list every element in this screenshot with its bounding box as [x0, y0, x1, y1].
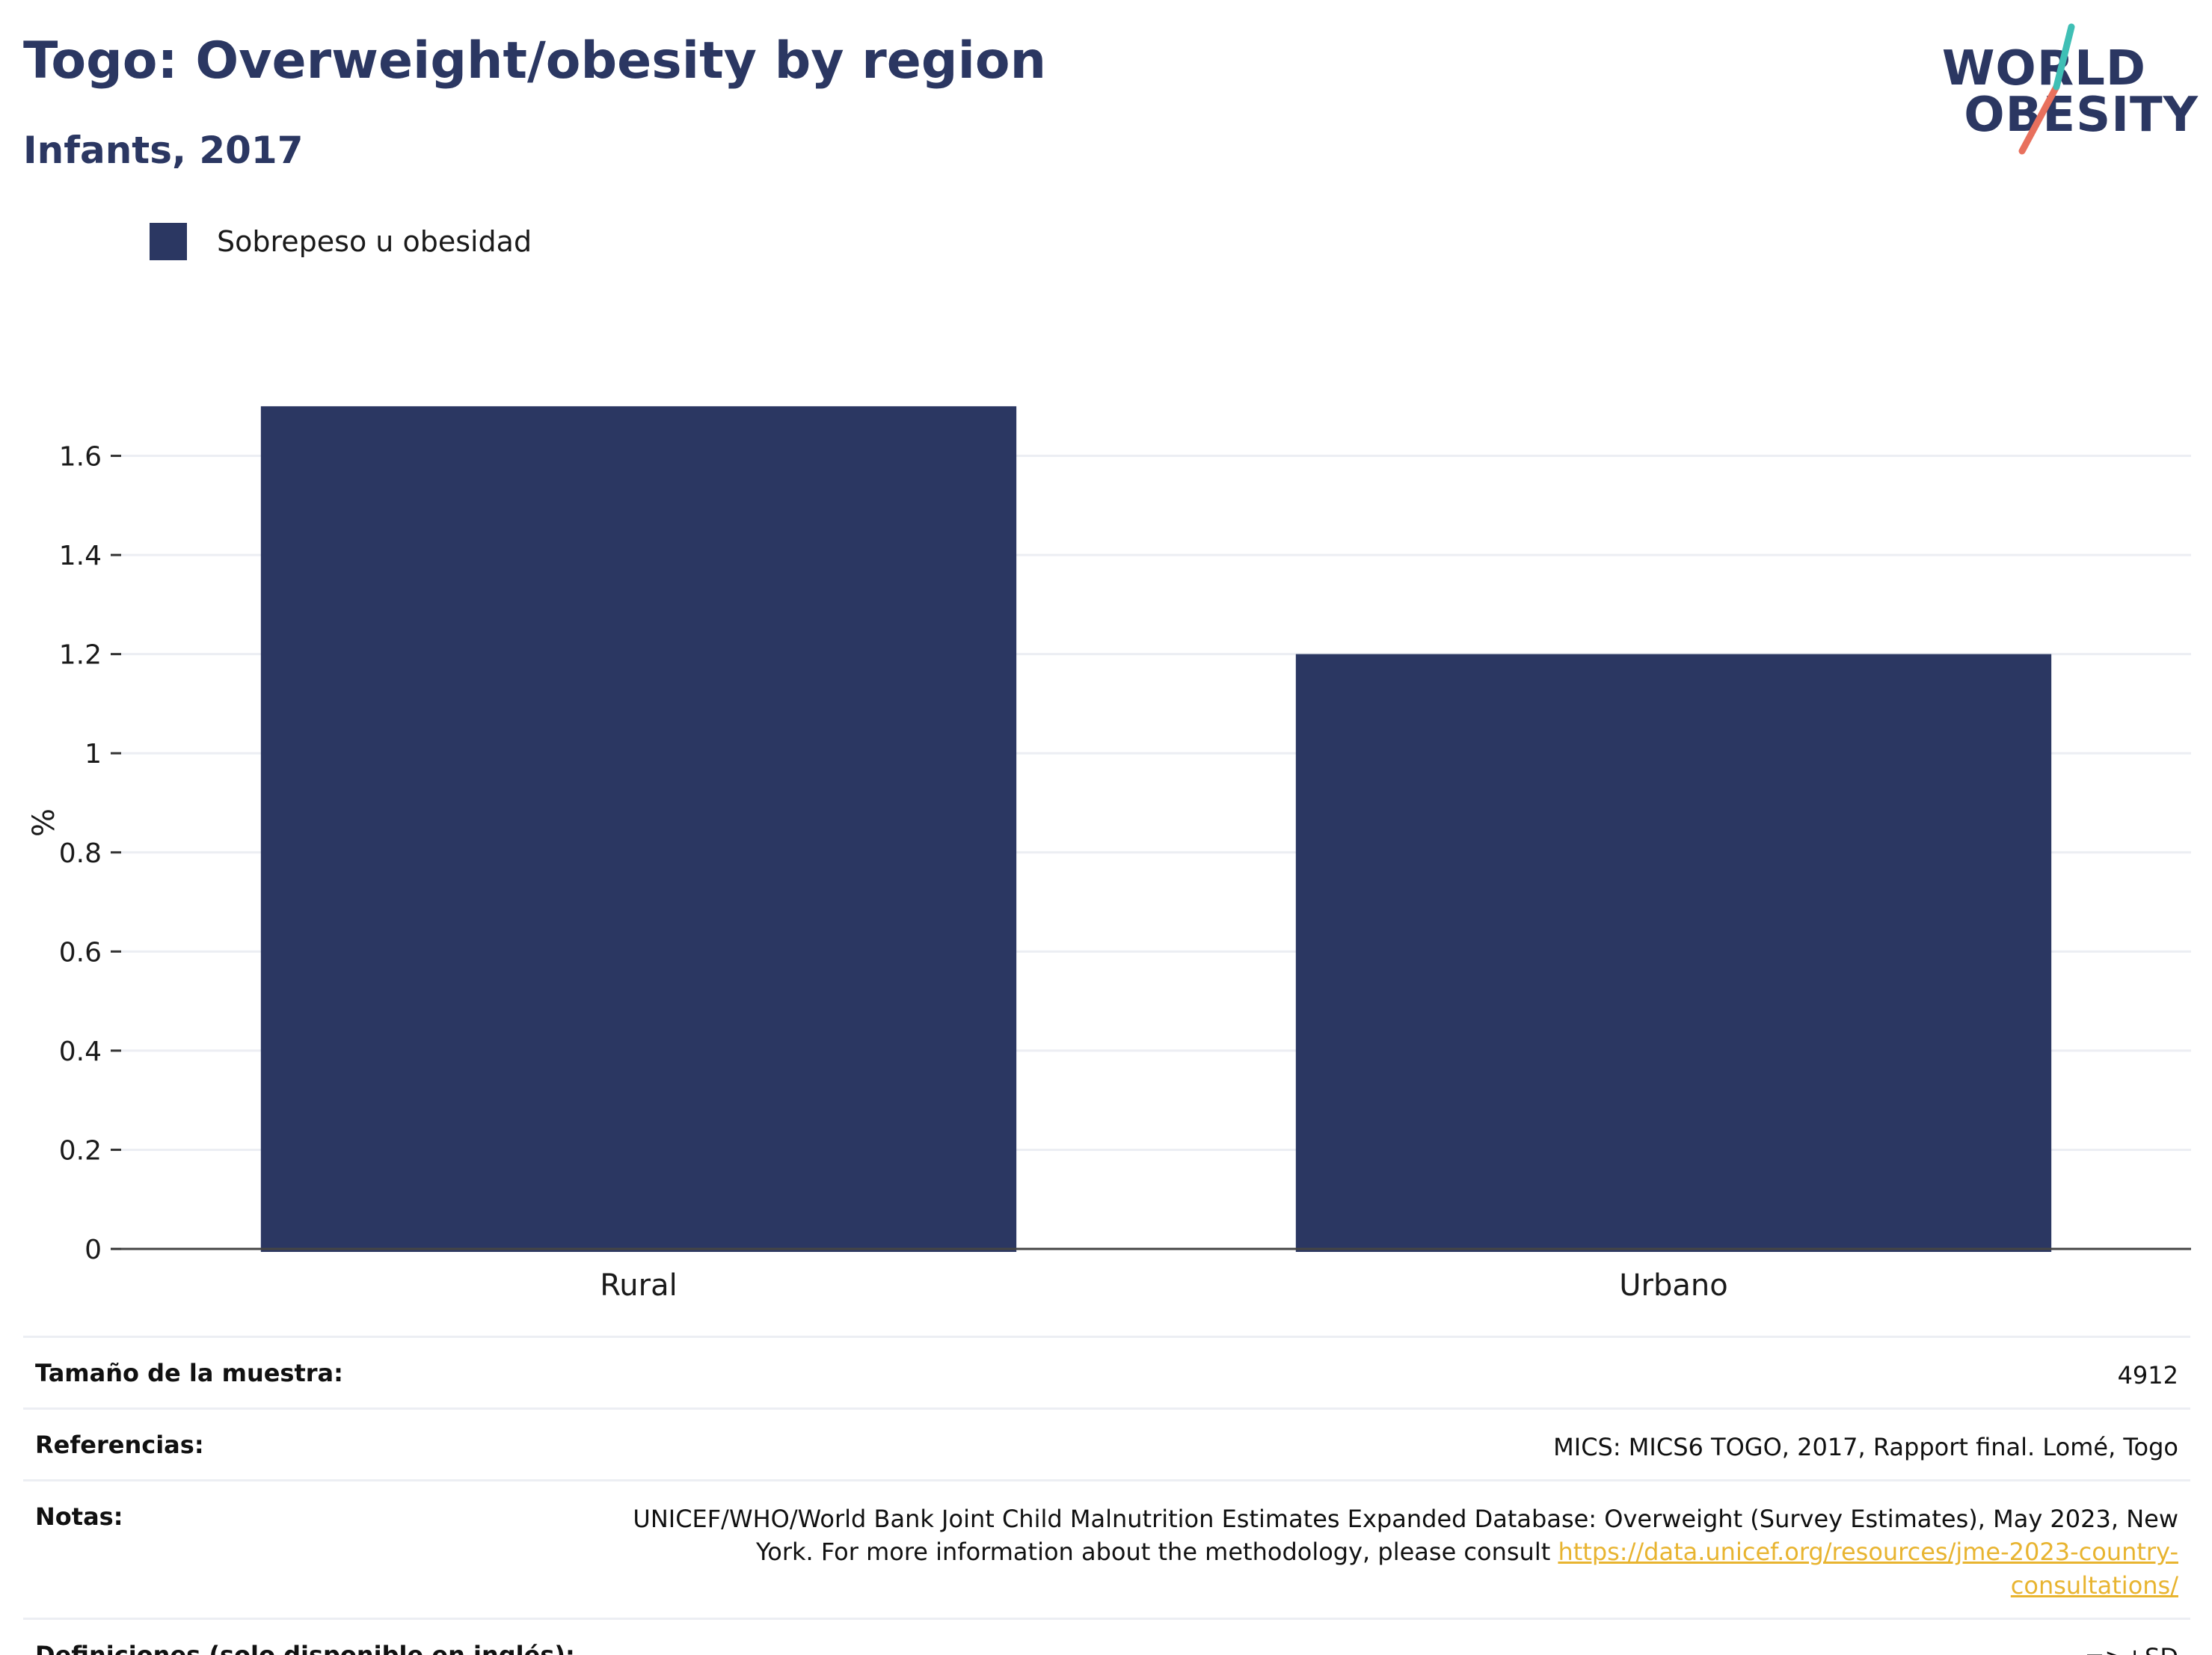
- legend-swatch: [150, 223, 187, 260]
- logo-slash-icon: [2018, 23, 2075, 155]
- info-value: =>+SD: [2085, 1641, 2178, 1655]
- y-tick-label: 0.2: [59, 1135, 102, 1166]
- y-tick-label: 1.4: [59, 541, 102, 571]
- info-key: Notas:: [35, 1502, 123, 1531]
- y-tick-label: 0.8: [59, 838, 102, 869]
- info-table: Tamaño de la muestra: 4912 Referencias: …: [23, 1336, 2190, 1655]
- bar-rural: [260, 406, 1017, 1252]
- chart-subtitle: Infants, 2017: [23, 129, 304, 172]
- methodology-link[interactable]: https://data.unicef.org/resources/jme-20…: [1558, 1538, 2178, 1600]
- info-row-sample-size: Tamaño de la muestra: 4912: [23, 1338, 2190, 1410]
- y-tick-label: 1.2: [59, 640, 102, 671]
- y-tick-label: 0.6: [59, 937, 102, 968]
- legend-label: Sobrepeso u obesidad: [217, 225, 532, 258]
- logo-text-line1: WORLD: [1941, 41, 2146, 96]
- notes-text: UNICEF/WHO/World Bank Joint Child Malnut…: [633, 1504, 2178, 1567]
- bar-urbano: [1295, 654, 2052, 1252]
- info-key: Definiciones (solo disponible en inglés)…: [35, 1640, 575, 1655]
- info-value: MICS: MICS6 TOGO, 2017, Rapport final. L…: [1553, 1432, 2178, 1461]
- y-tick-label: 0.4: [59, 1037, 102, 1067]
- info-key: Referencias:: [35, 1430, 204, 1459]
- info-row-definitions: Definiciones (solo disponible en inglés)…: [23, 1620, 2190, 1655]
- logo-text-line2: OBESITY: [1964, 87, 2199, 143]
- y-tick-label: 1.6: [59, 442, 102, 473]
- x-tick-label: Urbano: [1619, 1268, 1727, 1303]
- y-axis-label: %: [27, 808, 61, 837]
- chart-title: Togo: Overweight/obesity by region: [23, 31, 1047, 90]
- y-tick-label: 1: [85, 739, 102, 770]
- info-value: UNICEF/WHO/World Bank Joint Child Malnut…: [608, 1502, 2178, 1603]
- info-value: 4912: [2117, 1361, 2178, 1390]
- world-obesity-logo: WORLD OBESITY: [1941, 15, 2199, 165]
- info-row-notes: Notas: UNICEF/WHO/World Bank Joint Child…: [23, 1481, 2190, 1620]
- chart-legend: Sobrepeso u obesidad: [150, 223, 532, 260]
- y-tick-label: 0: [85, 1235, 102, 1265]
- info-row-references: Referencias: MICS: MICS6 TOGO, 2017, Rap…: [23, 1410, 2190, 1481]
- x-tick-label: Rural: [600, 1268, 677, 1303]
- info-key: Tamaño de la muestra:: [35, 1359, 343, 1387]
- bar-chart: 0 0.2 0.4 0.6 0.8 1 1.2 1.4 1.6% Rural Urbano: [27, 406, 2191, 1303]
